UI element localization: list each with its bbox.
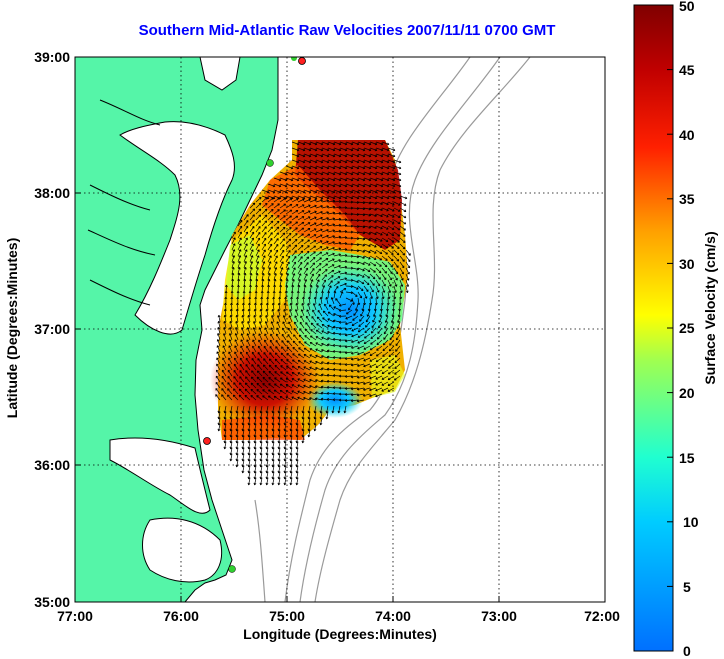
bathymetry-contour-5 (254, 499, 266, 602)
x-tick-label: 72:00 (584, 608, 620, 624)
station-north-green (291, 57, 297, 61)
x-tick-label: 73:00 (481, 608, 517, 624)
colorbar-tick-label: 5 (683, 579, 691, 595)
bathymetry-contour-3 (314, 57, 531, 602)
bay-tributary-3 (89, 279, 151, 306)
station-hatteras (228, 565, 236, 573)
chesapeake-bay (119, 121, 235, 335)
colorbar-tick-label: 0 (683, 643, 691, 659)
station-north (298, 57, 306, 65)
colorbar-tick-label: 40 (679, 127, 695, 143)
colorbar-tick-label: 50 (679, 0, 695, 14)
grid (75, 57, 605, 602)
bathymetry-contour-2 (299, 57, 501, 602)
colorbar-tick-label: 30 (679, 256, 695, 272)
axis-ticks (74, 56, 606, 603)
colorbar-tick-label: 35 (679, 191, 695, 207)
x-tick-label: 75:00 (269, 608, 305, 624)
colorbar-tick-label: 20 (679, 385, 695, 401)
albemarle-sound (109, 437, 211, 514)
bay-tributary-4 (99, 99, 161, 126)
velocity-vectors (215, 141, 411, 486)
y-tick-label: 38:00 (34, 185, 70, 201)
y-tick-label: 39:00 (34, 49, 70, 65)
bay-tributary-1 (89, 184, 151, 211)
bay-tributary-2 (87, 229, 156, 256)
colorbar-tick-label: 45 (679, 62, 695, 78)
velocity-south-orange (222, 415, 305, 440)
x-tick-label: 76:00 (163, 608, 199, 624)
colorbar-tick-label: 25 (679, 320, 695, 336)
colorbar (633, 4, 674, 652)
colorbar-ticks (667, 4, 673, 587)
pamlico-sound (142, 517, 223, 583)
colorbar-tick-label: 15 (679, 450, 695, 466)
x-tick-label: 74:00 (375, 608, 411, 624)
delaware-bay (199, 57, 241, 91)
y-tick-label: 35:00 (34, 594, 70, 610)
station-delmarva (266, 159, 274, 167)
station-va (203, 437, 211, 445)
map-title: Southern Mid-Atlantic Raw Velocities 200… (138, 22, 556, 39)
x-axis-label: Longitude (Degrees:Minutes) (243, 626, 437, 642)
velocity-south-red (210, 330, 320, 430)
x-tick-label: 77:00 (57, 608, 93, 624)
y-tick-label: 37:00 (34, 321, 70, 337)
y-tick-label: 36:00 (34, 457, 70, 473)
velocity-arrows (215, 141, 411, 486)
colorbar-tick-label: 10 (683, 514, 699, 530)
